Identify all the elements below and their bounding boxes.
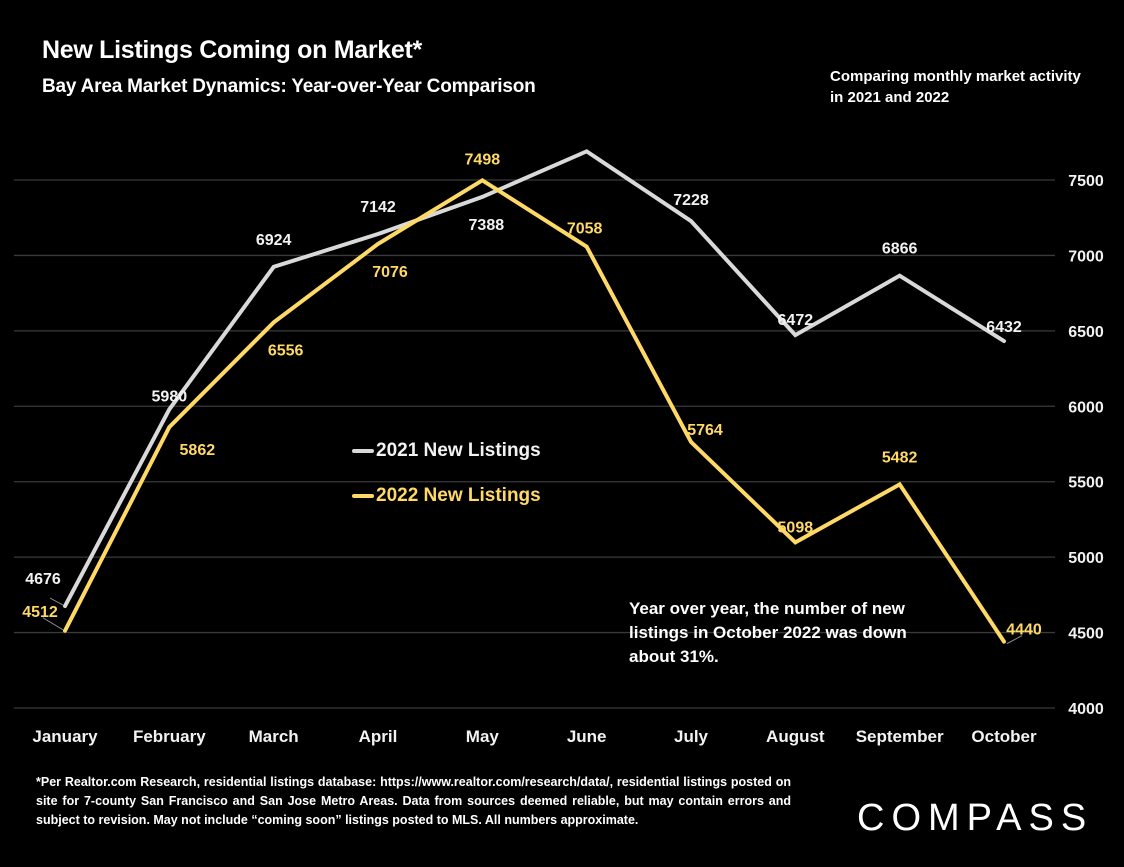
data-label: 5098 [778, 519, 814, 536]
legend-swatch-2021 [352, 449, 374, 453]
legend-swatch-2022 [352, 494, 374, 498]
footnote: *Per Realtor.com Research, residential l… [36, 775, 791, 827]
data-label: 6556 [268, 342, 304, 359]
x-tick-label: August [766, 727, 825, 746]
data-label: 4512 [22, 604, 58, 621]
legend-label-2021: 2021 New Listings [376, 440, 541, 461]
compass-logo: COMPASS [857, 797, 1094, 839]
legend-item-2021: 2021 New Listings [352, 440, 541, 462]
y-axis-ticks: 4000 4500 5000 5500 6000 6500 7000 7500 [1068, 173, 1104, 718]
data-label: 7498 [465, 151, 501, 168]
leader-line [42, 617, 64, 631]
y-tick-label: 4000 [1068, 701, 1104, 718]
series-lines [63, 149, 1006, 644]
y-tick-label: 5000 [1068, 550, 1104, 567]
legend-item-2022: 2022 New Listings [352, 485, 541, 507]
x-tick-label: September [856, 727, 944, 746]
y-tick-label: 5500 [1068, 475, 1104, 492]
chart-subtitle: Bay Area Market Dynamics: Year-over-Year… [42, 76, 536, 97]
data-label: 6866 [882, 241, 918, 258]
leader-line [49, 597, 64, 606]
data-label: 4676 [25, 571, 61, 588]
data-label: 7228 [673, 192, 709, 209]
data-label: 7076 [372, 264, 408, 281]
side-note: Comparing monthly market activity in 202… [830, 68, 1081, 106]
y-tick-label: 6500 [1068, 324, 1104, 341]
x-tick-label: October [971, 727, 1037, 746]
x-tick-label: May [466, 727, 500, 746]
data-label: 6924 [256, 232, 292, 249]
series-line-2021 [63, 149, 1006, 609]
y-tick-label: 7500 [1068, 173, 1104, 190]
data-label: 5862 [180, 442, 216, 459]
y-tick-label: 4500 [1068, 626, 1104, 643]
data-label: 7058 [567, 221, 603, 238]
y-tick-label: 6000 [1068, 399, 1104, 416]
x-tick-label: April [359, 727, 398, 746]
data-label: 6432 [986, 319, 1022, 336]
x-tick-label: July [674, 727, 709, 746]
data-label: 5482 [882, 449, 918, 466]
leader-line [1006, 635, 1023, 645]
x-tick-label: March [249, 727, 299, 746]
x-tick-label: June [567, 727, 607, 746]
y-tick-label: 7000 [1068, 248, 1104, 265]
x-tick-label: January [32, 727, 98, 746]
data-label: 5980 [152, 388, 188, 405]
label-leader-lines [42, 597, 1023, 645]
gridlines [14, 179, 1055, 709]
yoy-annotation: Year over year, the number of new listin… [629, 599, 907, 666]
data-label: 7142 [360, 199, 396, 216]
chart-title: New Listings Coming on Market* [42, 36, 422, 64]
data-labels: 4676 5980 6924 7142 7388 7228 6472 6866 6432 4512… [22, 151, 1042, 638]
x-axis-ticks: January February March April May June July Augu… [32, 727, 1037, 746]
x-tick-label: February [133, 727, 206, 746]
data-label: 7388 [469, 217, 505, 234]
data-label: 4440 [1006, 622, 1042, 639]
series-line-2022 [63, 177, 1006, 644]
data-label: 5764 [687, 422, 723, 439]
data-label: 6472 [778, 312, 814, 329]
legend-label-2022: 2022 New Listings [376, 485, 541, 506]
